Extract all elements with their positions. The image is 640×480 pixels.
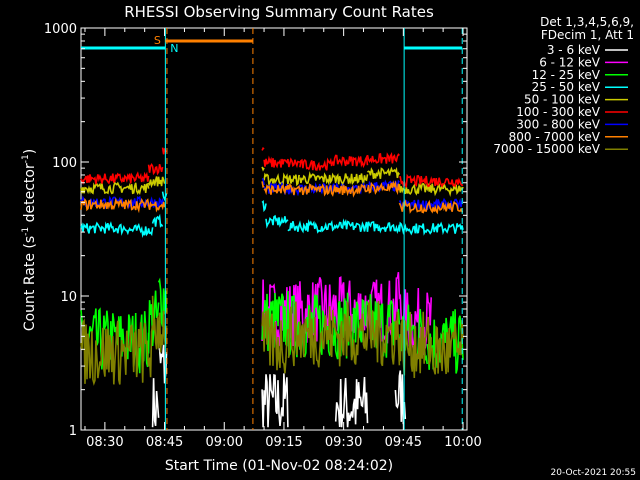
timestamp: 20-Oct-2021 20:55 — [551, 468, 636, 478]
series-line-segment — [398, 182, 464, 198]
x-tick-label: 08:30 — [86, 435, 123, 450]
series-line-segment — [261, 181, 265, 188]
vline-layer — [164, 28, 463, 430]
y-tick-label: 1000 — [44, 22, 77, 37]
series-line-segment — [161, 147, 168, 155]
x-tick-label: 08:45 — [146, 435, 183, 450]
series-line-segment — [80, 197, 166, 214]
y-axis-label: Count Rate (s-1 detector-1) — [21, 149, 38, 331]
legend-header-1: Det 1,3,4,5,6,9, — [540, 15, 634, 29]
series-line-segment — [396, 271, 403, 320]
x-tick-label: 10:00 — [444, 435, 481, 450]
series-line-segment — [265, 214, 289, 229]
legend-entry-label: 7000 - 15000 keV — [493, 142, 600, 156]
y-label-sup2: -1 — [21, 154, 31, 163]
legend-entry-label: 25 - 50 keV — [532, 80, 601, 94]
series-line-segment — [151, 378, 160, 428]
series-line-segment — [398, 199, 463, 215]
plot-frame — [80, 27, 468, 431]
series-line-segment — [80, 171, 150, 185]
y-tick-label: 1 — [69, 424, 77, 439]
chart-title: RHESSI Observing Summary Count Rates — [124, 3, 434, 21]
legend-entry-label: 800 - 7000 keV — [509, 130, 601, 144]
series-line-segment — [366, 179, 400, 193]
series-line-segment — [398, 311, 432, 379]
series-line-segment — [161, 191, 168, 202]
series-line-segment — [147, 162, 164, 176]
series-line-segment — [261, 146, 265, 151]
series-line-segment — [151, 295, 168, 353]
tick-layer: 1 10 100 1000 08:30 08:45 09:00 09:15 09:30 09:45… — [44, 22, 482, 450]
y-label-main: Count Rate (s — [22, 236, 38, 331]
x-tick-label: 09:00 — [206, 435, 243, 450]
legend-entry-label: 12 - 25 keV — [532, 68, 601, 82]
plot-border — [80, 27, 468, 431]
x-tick-label: 09:30 — [325, 435, 362, 450]
legend-entry-label: 100 - 300 keV — [516, 105, 600, 119]
series-line-segment — [287, 218, 401, 234]
series-7000-15000-keV — [80, 295, 464, 386]
legend-entry-label: 300 - 800 keV — [516, 117, 600, 131]
series-800-7000-keV — [80, 180, 463, 215]
series-line-segment — [261, 279, 309, 347]
legend-entry-label: 6 - 12 keV — [539, 55, 601, 69]
series-line-segment — [399, 173, 464, 188]
series-100-300-keV — [80, 146, 464, 188]
legend-entry-label: 3 - 6 keV — [547, 43, 601, 57]
series-line-segment — [261, 177, 265, 186]
x-axis-label: Start Time (01-Nov-02 08:24:02) — [165, 458, 393, 474]
series-line-segment — [80, 318, 154, 386]
series-line-segment — [299, 157, 333, 171]
series-line-segment — [366, 166, 401, 180]
series-line-segment — [299, 170, 369, 186]
series-50-100-keV — [80, 166, 464, 198]
series-line-segment — [331, 154, 369, 169]
series-line-segment — [366, 152, 400, 164]
series-line-segment — [263, 155, 301, 169]
flag-layer: SN — [81, 34, 463, 55]
y-label-end: ) — [22, 149, 38, 154]
series-line-segment — [263, 183, 368, 198]
series-line-segment — [80, 181, 150, 196]
y-label-mid: detector — [22, 163, 38, 227]
series-line-segment — [261, 373, 289, 428]
legend-entry-label: 50 - 100 keV — [524, 93, 601, 107]
series-line-segment — [80, 221, 130, 236]
series-line-segment — [147, 176, 166, 189]
series-line-segment — [128, 223, 154, 239]
flag-label: S — [154, 34, 161, 47]
y-label-sup1: -1 — [21, 227, 31, 236]
series-25-50-keV — [80, 191, 464, 239]
y-tick-label: 10 — [60, 290, 77, 305]
series-line-segment — [261, 166, 265, 172]
legend-header-2: FDecim 1, Att 1 — [541, 28, 634, 42]
legend: Det 1,3,4,5,6,9, FDecim 1, Att 1 3 - 6 k… — [493, 15, 634, 156]
series-line-segment — [261, 309, 289, 374]
x-tick-label: 09:15 — [265, 435, 302, 450]
series-line-segment — [334, 376, 369, 428]
series-line-segment — [398, 221, 464, 236]
series-layer — [80, 146, 464, 428]
series-line-segment — [261, 199, 267, 213]
series-line-segment — [366, 180, 401, 196]
y-tick-label: 100 — [52, 156, 77, 171]
x-tick-label: 09:45 — [385, 435, 422, 450]
series-line-segment — [151, 213, 164, 228]
flag-label: N — [170, 42, 178, 55]
series-line-segment — [430, 320, 464, 375]
series-line-segment — [287, 300, 401, 368]
